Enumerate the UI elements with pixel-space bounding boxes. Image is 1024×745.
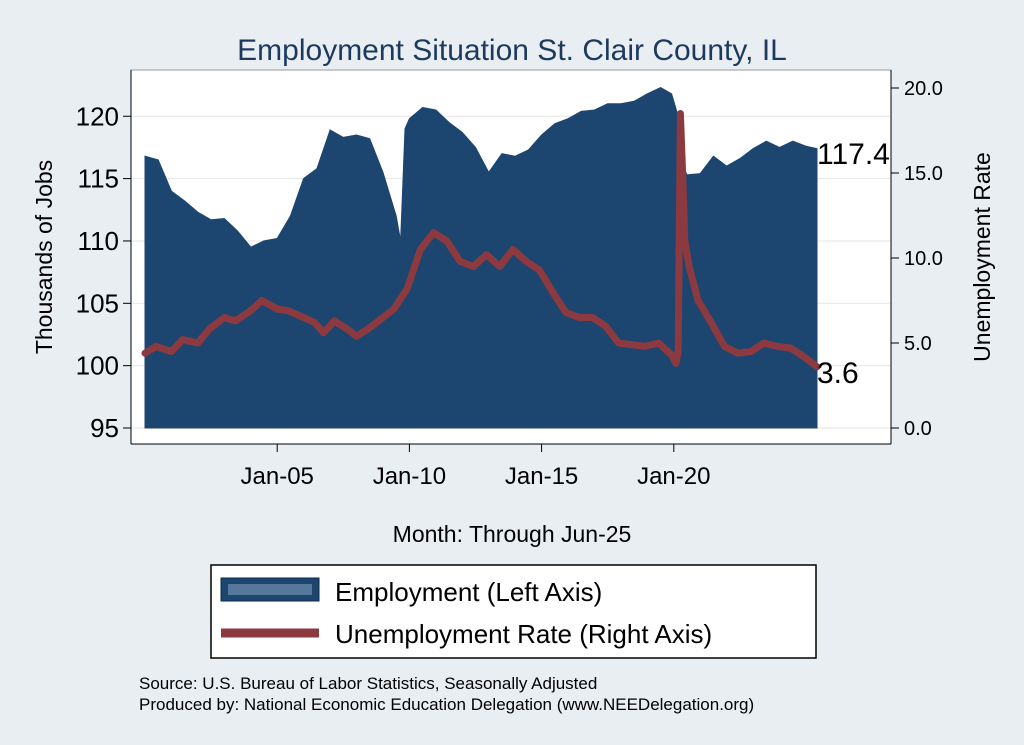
y-left-tick-label: 105 [76,288,119,318]
y-left-tick-label: 120 [76,101,119,131]
y-right-tick-label: 5.0 [904,333,932,355]
x-tick-label: Jan-05 [241,463,314,490]
legend-employment-label: Employment (Left Axis) [335,577,602,607]
y-right-tick-label: 15.0 [904,163,943,185]
producer-note: Produced by: National Economic Education… [139,695,754,714]
x-tick-label: Jan-15 [505,463,578,490]
legend-employment-swatch-inner [228,584,312,595]
y-right-tick-label: 10.0 [904,248,943,270]
x-tick-label: Jan-20 [637,463,710,490]
unemployment-line [141,110,821,371]
source-note: Source: U.S. Bureau of Labor Statistics,… [139,674,597,693]
employment-end-label: 117.4 [817,138,890,171]
chart-title: Employment Situation St. Clair County, I… [237,34,787,67]
axes: 95 100 105 110 115 120 0.0 5.0 10.0 15.0 20.0 Jan-0… [76,70,943,490]
y-right-tick-label: 20.0 [904,78,943,100]
unemployment-end-label: 3.6 [817,357,859,390]
y-left-tick-label: 100 [76,351,119,381]
x-axis-label: Month: Through Jun-25 [393,521,632,547]
y-right-tick-label: 0.0 [904,418,932,440]
x-tick-label: Jan-10 [373,463,446,490]
y-left-tick-label: 95 [90,413,119,443]
y-axis-right-label: Unemployment Rate [969,152,995,362]
y-left-tick-label: 110 [78,226,119,256]
unemployment-series [141,110,821,371]
legend-box [210,564,817,659]
y-axis-left-label: Thousands of Jobs [31,160,57,354]
legend: Employment (Left Axis) Unemployment Rate… [210,564,817,659]
legend-unemployment-label: Unemployment Rate (Right Axis) [335,619,712,649]
y-left-tick-label: 115 [78,164,119,194]
